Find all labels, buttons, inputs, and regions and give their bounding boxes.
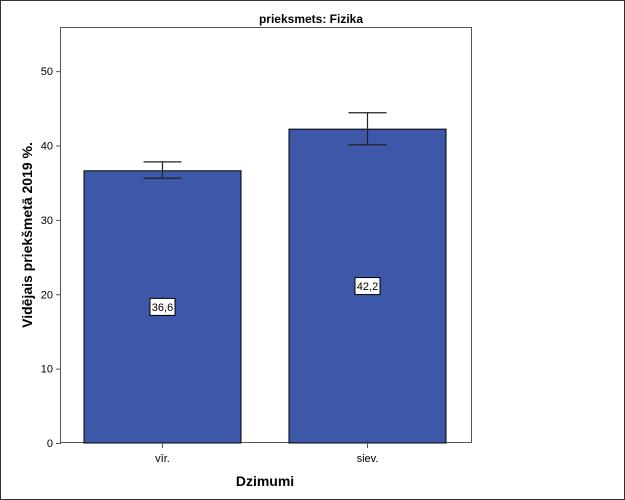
y-axis-label: Vidējais priekšmetā 2019 %. [19, 142, 35, 328]
x-tick-label: siev. [357, 453, 379, 465]
y-tick-label: 30 [41, 215, 53, 227]
data-label-box [149, 297, 176, 316]
data-label: 42,2 [357, 281, 378, 293]
y-tick-label: 10 [41, 364, 53, 376]
x-tick-label: vīr. [155, 453, 170, 465]
y-tick-label: 0 [47, 438, 53, 450]
y-tick-label: 40 [41, 141, 53, 153]
y-tick-label: 20 [41, 289, 53, 301]
y-tick-label: 50 [41, 66, 53, 78]
x-axis-label: Dzimumi [236, 473, 294, 489]
data-label-box [354, 277, 381, 296]
data-label: 36,6 [152, 302, 173, 314]
chart-title: prieksmets: Fizika [259, 12, 363, 26]
